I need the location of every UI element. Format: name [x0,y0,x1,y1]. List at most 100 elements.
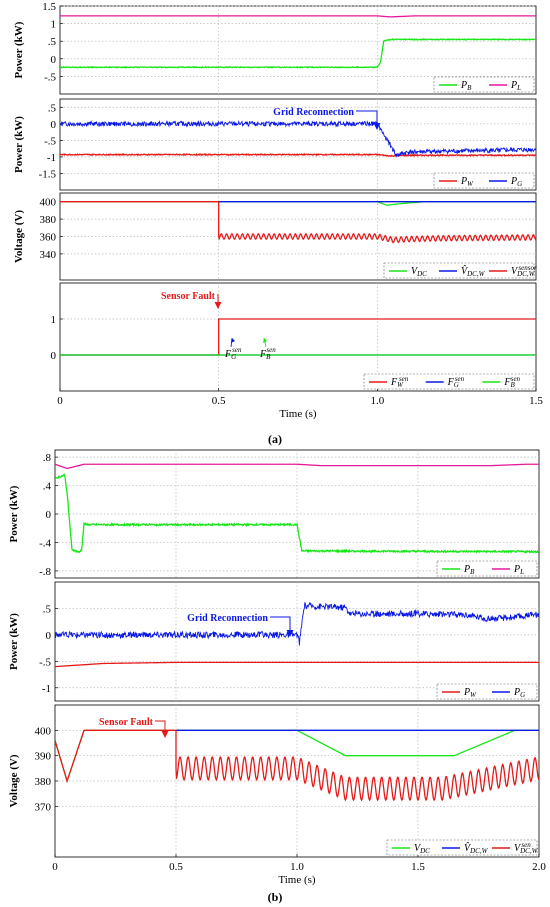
y-tick-label: 370 [35,801,52,813]
legend-label: VDC,Wsensor [511,264,537,278]
y-tick-label: -.5 [44,135,56,147]
legend-label: PW [460,176,474,188]
y-axis-label: Voltage (V) [13,210,25,263]
y-tick-label: 0 [46,509,52,521]
fb-label-callout: FBsen [259,337,276,361]
series-line-blue [60,119,536,158]
y-axis-label: Voltage (V) [8,754,20,807]
x-tick-label: 1.0 [370,395,384,407]
legend-box [363,373,535,390]
y-tick-label: 1 [51,19,57,31]
y-tick-label: 360 [40,232,57,244]
annotation-label: Sensor Fault [99,717,154,728]
series-line-magenta [60,15,536,18]
y-tick-label: 340 [40,249,57,261]
legend-box [433,172,535,189]
legend-box [436,560,538,577]
chart-b3: 370 380 390 400 0 0.5 1.0 1.5 2.0 Time (s) Voltage… [8,704,546,886]
legend-label: FGsen [447,375,465,389]
y-tick-label: .8 [43,452,52,464]
legend: PB PL [436,560,538,577]
y-tick-label: 0 [51,350,57,362]
x-tick-label: 0 [57,395,63,407]
x-tick-label: 2.0 [532,861,546,873]
grid-reconnection-arrow-a [356,110,381,130]
y-tick-label: 390 [35,751,52,763]
chart-a2: -1.5 -1 -.5 0 .5 Power (kW) PW PG [13,98,537,191]
y-tick-label: -.8 [39,566,51,578]
caption-b: (b) [268,890,283,904]
fg-label-callout: FGsen [224,337,242,361]
legend-box [433,76,535,93]
y-tick-label: .5 [43,603,52,615]
y-tick-label: 1.5 [42,1,56,13]
x-tick-label: 0.5 [212,395,226,407]
x-tick-label: 1.5 [411,861,425,873]
chart-a3: 340 360 380 400 Voltage (V) VDC V̂DC,W VDC,Wsen… [13,192,537,281]
y-tick-label: -1.5 [39,168,57,180]
legend-label: FWsen [390,375,409,389]
y-tick-label: 380 [40,214,57,226]
x-axis-label: Time (s) [279,408,317,420]
y-tick-label: .4 [43,481,52,493]
legend-label: PG [510,176,522,188]
caption-a: (a) [268,432,282,446]
legend-label: PB [460,80,472,92]
y-tick-label: -.5 [44,71,56,83]
series-line-magenta [55,463,539,470]
legend-label: PW [463,687,477,699]
y-tick-label: -1 [42,683,51,695]
legend-label: FBsen [503,375,520,389]
chart-b1: -.8 -.4 0 .4 .8 Power (kW) PB PL [8,449,540,579]
legend-label: PG [513,687,525,699]
y-tick-label: .5 [48,36,57,48]
legend: PW PG [433,172,535,189]
legend: FWsen FGsen FBsen [363,373,535,390]
legend-box [383,262,535,279]
x-tick-label: 1.5 [529,395,543,407]
sensor-fault-arrow-a [214,294,222,309]
annotation-label: Grid Reconnection [187,613,268,624]
svg-text:FBsen: FBsen [259,346,276,361]
y-tick-label: 400 [35,725,52,737]
y-tick-label: 0 [51,54,57,66]
chart-a4: 0 1 0 0.5 1.0 1.5 Time (s) FWsen FGsen FBsen [51,282,543,420]
series-line-red [55,661,539,668]
legend-label: VDC [414,843,430,855]
x-axis-label: Time (s) [278,874,316,886]
svg-text:FGsen: FGsen [224,346,242,361]
y-tick-label: -1 [47,152,56,164]
x-tick-label: 1.0 [290,861,304,873]
y-axis-label: Power (kW) [13,116,25,173]
y-axis-label: Power (kW) [8,485,20,542]
legend-box [436,683,538,700]
series-line-red [60,201,536,244]
legend: VDC V̂DC,W VDC,Wsen [386,839,539,856]
legend-label: VDC [411,266,427,278]
y-tick-label: -.4 [39,537,51,549]
grid-reconnection-arrow-b [270,616,294,637]
y-tick-label: 0 [51,119,57,131]
x-tick-label: 0 [52,861,58,873]
y-tick-label: .5 [48,102,57,114]
legend: PB PL [433,76,535,93]
series-line-green [60,37,536,69]
legend-label: V̂DC,W [464,841,489,855]
y-axis-label: Power (kW) [13,21,25,78]
y-tick-label: 1 [51,314,57,326]
y-tick-label: -.5 [39,656,51,668]
legend-label: V̂DC,W [461,264,486,278]
legend-box [386,839,538,856]
legend-label: PB [463,564,475,576]
legend: PW PG [436,683,538,700]
y-tick-label: 400 [40,197,57,209]
legend: VDC V̂DC,W VDC,Wsensor [383,262,537,279]
annotation-label: Sensor Fault [161,291,216,302]
legend-label: PL [513,564,524,576]
sensor-fault-arrow-b [155,720,169,738]
legend-label: PL [510,80,521,92]
y-tick-label: 0 [46,630,52,642]
plot-frame [59,282,537,392]
chart-b2: -1 -.5 0 .5 Power (kW) PW PG [8,581,540,702]
